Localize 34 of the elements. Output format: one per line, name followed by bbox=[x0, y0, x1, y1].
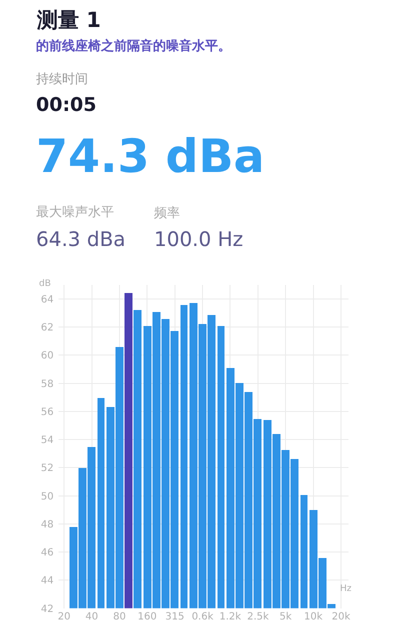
y-tick-label: 56 bbox=[40, 406, 54, 418]
y-tick-label: 58 bbox=[40, 378, 54, 390]
x-tick-label: 315 bbox=[165, 611, 184, 622]
y-tick-label: 52 bbox=[40, 463, 54, 474]
y-tick-label: 62 bbox=[40, 322, 54, 334]
text: 64.3 dBa bbox=[36, 227, 126, 251]
y-tick-label: 60 bbox=[40, 350, 54, 362]
y-tick-label: 64 bbox=[40, 294, 54, 306]
y-tick-label: 50 bbox=[40, 491, 54, 502]
text: 74.3 dBa bbox=[36, 129, 265, 183]
x-axis-title: Hz bbox=[340, 584, 352, 594]
y-tick-label: 44 bbox=[40, 576, 54, 587]
y-axis-title: dB bbox=[39, 279, 51, 289]
x-tick-label: 20k bbox=[332, 611, 350, 622]
x-tick-label: 5k bbox=[280, 611, 292, 622]
x-tick-label: 10k bbox=[304, 611, 323, 622]
y-tick-label: 54 bbox=[40, 435, 54, 446]
x-tick-label: 40 bbox=[85, 611, 98, 622]
x-tick-label: 0.6k bbox=[192, 611, 214, 622]
text: 的前线座椅之前隔音的噪音水平。 bbox=[36, 38, 231, 54]
y-tick-label: 48 bbox=[40, 519, 54, 530]
text: 100.0 Hz bbox=[154, 227, 244, 251]
x-tick-label: 80 bbox=[113, 611, 126, 622]
text: 频率 bbox=[154, 205, 180, 221]
text: 持续时间 bbox=[36, 72, 88, 87]
y-tick-label: 46 bbox=[40, 548, 54, 559]
x-tick-label: 20 bbox=[58, 611, 70, 622]
text: 测量 1 bbox=[36, 8, 101, 32]
x-tick-label: 160 bbox=[138, 611, 157, 622]
x-tick-label: 1.2k bbox=[219, 611, 242, 622]
text: 00:05 bbox=[36, 94, 96, 116]
text: 最大噪声水平 bbox=[36, 205, 114, 220]
x-tick-label: 2.5k bbox=[247, 611, 269, 622]
y-tick-label: 42 bbox=[40, 604, 54, 615]
